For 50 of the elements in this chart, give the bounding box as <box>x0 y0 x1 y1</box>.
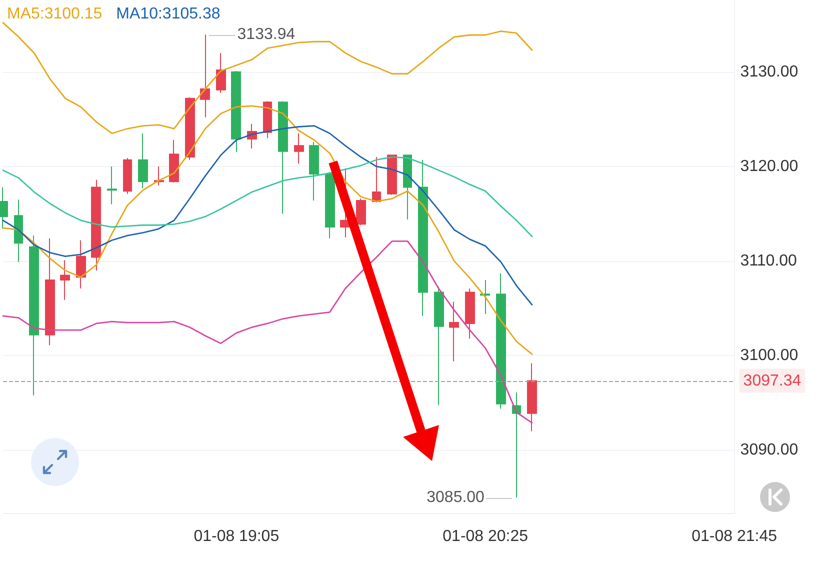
y-tick-label: 3120.00 <box>740 158 798 175</box>
annotation: 3085.00 <box>426 489 485 506</box>
candlestick <box>29 235 39 396</box>
candlestick <box>527 362 537 432</box>
y-tick-label: 3090.00 <box>740 442 798 459</box>
candlestick <box>154 166 164 186</box>
candlestick <box>278 100 288 214</box>
candlestick <box>403 154 412 220</box>
x-tick-label: 01-08 21:45 <box>692 528 778 546</box>
candlestick <box>45 238 55 346</box>
line-series <box>2 125 533 306</box>
x-tick-label: 01-08 19:05 <box>194 528 280 546</box>
candlestick <box>14 199 23 262</box>
candlestick <box>263 100 272 139</box>
line-series <box>2 240 533 424</box>
candlestick <box>216 52 226 94</box>
candlestick <box>372 156 381 202</box>
text: MA10:3105.38 <box>116 6 220 22</box>
candlestick <box>434 286 444 406</box>
candlestick <box>200 34 210 118</box>
candlestick <box>356 198 366 226</box>
ref-line-label: 3097.34 <box>743 372 802 390</box>
candlestick <box>91 179 101 272</box>
candlestick <box>169 139 179 184</box>
y-tick-label: 3110.00 <box>740 252 798 270</box>
line-series <box>2 105 533 355</box>
candlestick <box>309 141 319 202</box>
candlestick <box>387 154 397 196</box>
x-tick-label: 01-08 20:25 <box>442 528 528 546</box>
candlestick <box>465 288 475 340</box>
candlestick <box>480 279 490 315</box>
y-tick-label: 3130.00 <box>740 63 798 80</box>
candlestick <box>107 166 117 205</box>
candlestick <box>185 96 195 160</box>
candlestick <box>123 157 132 194</box>
candlestick <box>512 392 521 498</box>
candlestick <box>294 132 304 164</box>
candlestick <box>138 132 148 189</box>
candlestick <box>496 272 506 410</box>
annotation: 3133.94 <box>237 26 296 44</box>
candlestick <box>60 260 70 300</box>
line-series <box>2 156 533 238</box>
y-tick-label: 3100.00 <box>740 347 798 364</box>
candlestick <box>449 301 459 362</box>
candlestick <box>231 70 241 153</box>
text: MA5:3100.15 <box>7 6 102 22</box>
candlestick <box>76 240 86 289</box>
line-series <box>2 22 533 134</box>
candlestick <box>325 172 335 239</box>
candlestick <box>418 159 428 316</box>
